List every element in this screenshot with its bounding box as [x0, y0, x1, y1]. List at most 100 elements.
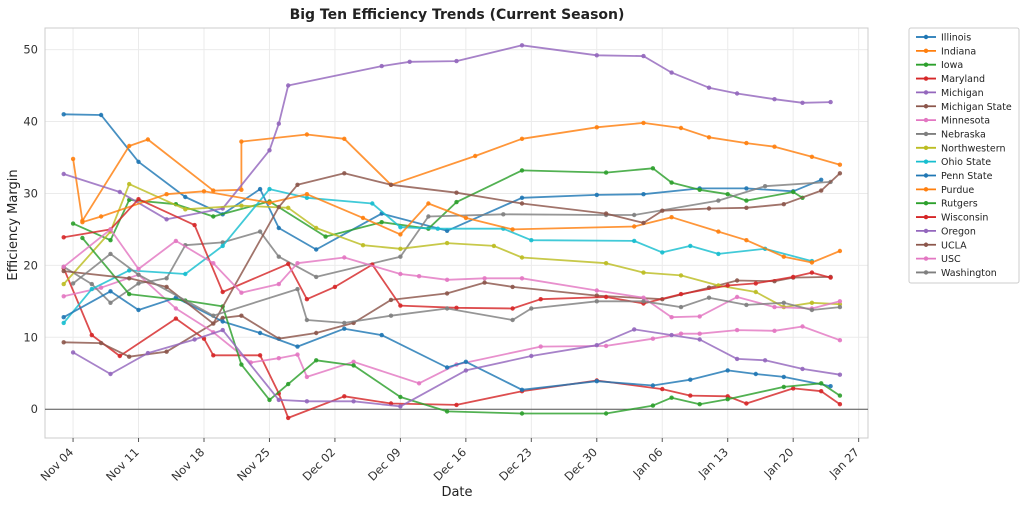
- data-point: [211, 214, 216, 219]
- data-point: [257, 353, 263, 358]
- y-tick-label: 50: [23, 43, 38, 57]
- data-point: [127, 181, 132, 187]
- data-point: [725, 192, 730, 197]
- data-point: [444, 277, 450, 282]
- data-point: [734, 356, 740, 362]
- data-point: [781, 254, 786, 259]
- x-tick-label: Nov 25: [234, 445, 273, 484]
- data-point: [379, 332, 384, 338]
- data-point: [98, 340, 104, 346]
- data-point: [164, 217, 169, 222]
- data-point: [89, 332, 95, 338]
- data-point: [641, 192, 646, 197]
- data-point: [519, 136, 525, 141]
- legend-marker-maryland: [923, 76, 929, 81]
- data-point: [211, 188, 216, 193]
- data-point: [98, 214, 104, 219]
- data-point: [295, 182, 300, 187]
- data-point: [594, 125, 599, 130]
- data-point: [267, 397, 272, 403]
- data-point: [61, 315, 66, 320]
- data-point: [360, 215, 366, 221]
- data-point: [660, 250, 665, 255]
- data-point: [127, 276, 132, 281]
- data-point: [80, 220, 85, 225]
- x-tick-label: Jan 20: [760, 445, 796, 481]
- legend-marker-rutgers: [923, 201, 929, 206]
- data-point: [454, 190, 459, 195]
- legend-marker-ohio-state: [923, 159, 929, 164]
- data-point: [501, 212, 506, 217]
- data-point: [762, 184, 768, 189]
- data-point: [444, 291, 450, 296]
- series-line-rutgers: [81, 237, 841, 415]
- legend-marker-ucla: [923, 242, 929, 247]
- series-ohio-state: [61, 186, 815, 326]
- data-point: [211, 261, 216, 266]
- data-point: [828, 275, 833, 280]
- data-point: [809, 270, 815, 275]
- data-point: [734, 278, 740, 283]
- data-point: [127, 354, 132, 359]
- y-tick-label: 40: [23, 115, 38, 129]
- data-point: [108, 251, 113, 257]
- data-point: [603, 211, 609, 216]
- data-point: [744, 302, 749, 308]
- data-point: [239, 203, 244, 208]
- legend-label-usc: USC: [941, 254, 961, 265]
- legend-marker-iowa: [923, 62, 929, 67]
- data-point: [632, 327, 637, 332]
- data-point: [837, 171, 843, 176]
- data-point: [482, 276, 487, 281]
- data-point: [416, 381, 422, 386]
- legend-label-maryland: Maryland: [941, 74, 985, 85]
- data-point: [276, 254, 281, 259]
- data-point: [772, 304, 777, 310]
- data-point: [398, 404, 403, 409]
- data-point: [70, 221, 76, 226]
- data-point: [725, 368, 730, 373]
- data-point: [463, 215, 469, 221]
- legend-marker-michigan-state: [923, 104, 929, 109]
- data-point: [323, 234, 328, 239]
- data-point: [744, 186, 749, 191]
- data-point: [678, 331, 684, 336]
- data-point: [828, 99, 833, 105]
- data-point: [351, 363, 356, 368]
- data-point: [192, 337, 197, 342]
- data-point: [276, 121, 281, 126]
- data-point: [342, 320, 347, 326]
- data-point: [594, 379, 599, 384]
- series-line-usc: [63, 228, 841, 319]
- data-point: [491, 243, 497, 249]
- legend: Illinois Indiana Iowa Maryland Michigan Michi…: [908, 27, 1020, 284]
- data-point: [519, 411, 525, 416]
- data-point: [304, 195, 310, 200]
- data-point: [454, 199, 459, 205]
- data-point: [463, 359, 469, 364]
- data-point: [641, 220, 646, 226]
- data-point: [61, 112, 66, 117]
- data-point: [772, 328, 777, 333]
- data-point: [641, 53, 646, 59]
- legend-label-washington: Washington: [941, 268, 997, 279]
- y-axis-ticks: 0 10 20 30 40 50: [23, 43, 38, 417]
- data-point: [538, 297, 543, 302]
- legend-marker-purdue: [923, 187, 929, 192]
- data-point: [529, 353, 534, 359]
- data-point: [632, 224, 637, 229]
- data-point: [239, 290, 244, 295]
- data-point: [678, 291, 684, 297]
- data-point: [697, 187, 702, 192]
- data-point: [444, 409, 450, 414]
- data-point: [772, 97, 777, 102]
- series-illinois: [61, 112, 824, 252]
- legend-label-oregon: Oregon: [941, 226, 976, 237]
- data-point: [632, 212, 637, 218]
- data-point: [519, 43, 525, 48]
- data-point: [454, 402, 459, 408]
- data-point: [286, 205, 291, 210]
- data-point: [837, 162, 843, 167]
- legend-label-rutgers: Rutgers: [941, 199, 978, 210]
- data-point: [286, 83, 291, 88]
